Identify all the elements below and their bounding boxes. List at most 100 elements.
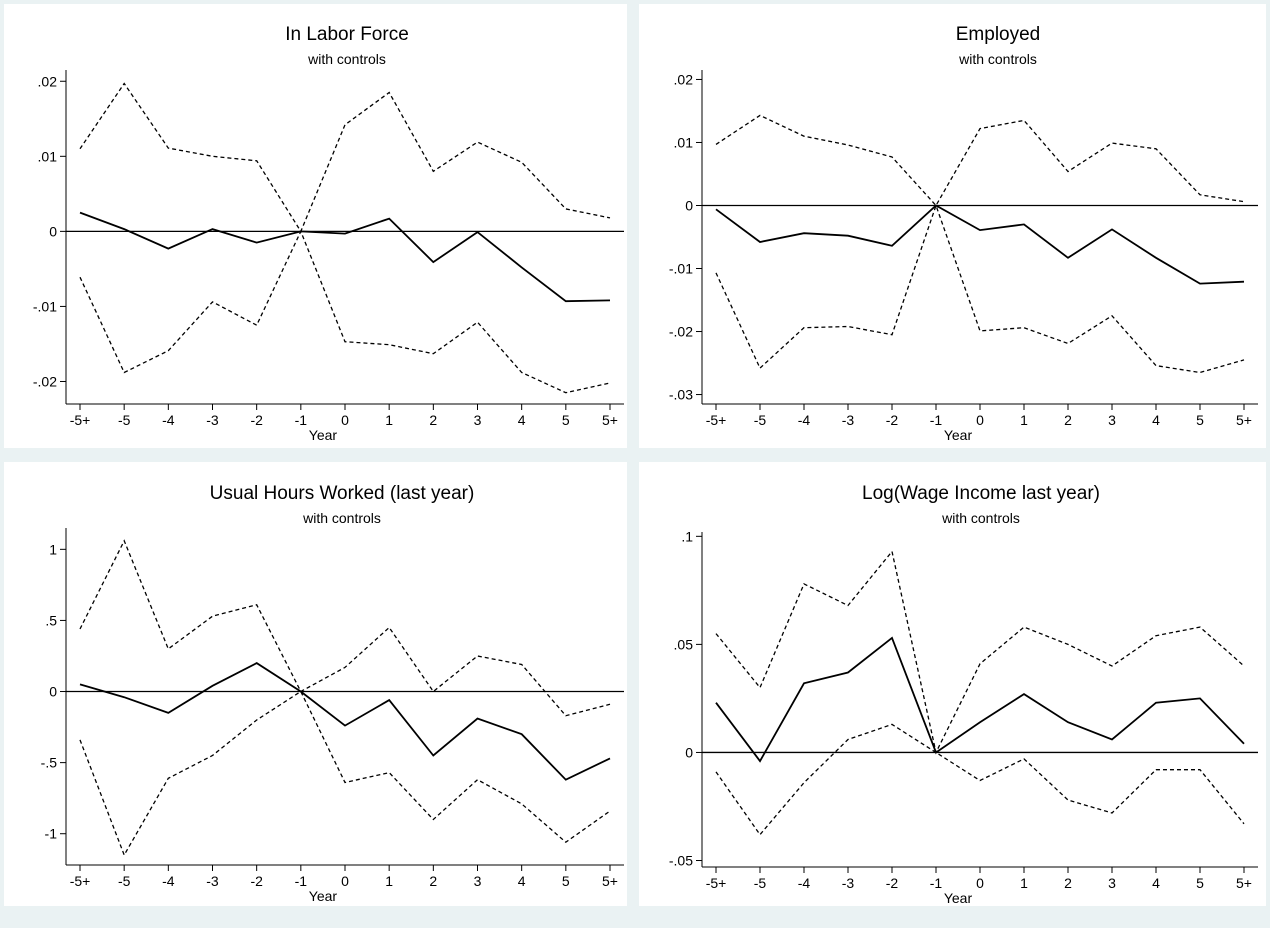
estimate-line [79, 662, 611, 781]
y-tick-label: 0 [49, 223, 57, 239]
chart-title: Log(Wage Income last year) [862, 483, 1100, 504]
chart-subtitle: with controls [307, 51, 386, 67]
chart-subtitle: with controls [302, 510, 381, 526]
x-tick-label: -1 [930, 412, 943, 428]
confidence-bound-line [715, 550, 1245, 755]
x-axis-title: Year [309, 427, 338, 443]
x-tick-label: 2 [429, 412, 437, 428]
x-tick-label: -4 [798, 412, 811, 428]
x-tick-label: 3 [474, 873, 482, 889]
x-tick-label: 1 [385, 873, 393, 889]
x-tick-label: 4 [1152, 412, 1160, 428]
y-tick-label: -.05 [669, 853, 693, 869]
x-tick-label: 4 [518, 873, 526, 889]
x-tick-label: 3 [474, 412, 482, 428]
x-tick-label: -2 [250, 412, 263, 428]
x-tick-label: -3 [206, 412, 219, 428]
x-tick-label: -2 [886, 412, 899, 428]
x-axis-title: Year [309, 888, 338, 904]
x-tick-label: -2 [886, 875, 899, 891]
x-tick-label: 2 [429, 873, 437, 889]
x-tick-label: 0 [976, 875, 984, 891]
panel-background [639, 462, 1266, 906]
x-tick-label: -5+ [706, 875, 727, 891]
x-tick-label: -4 [798, 875, 811, 891]
y-tick-label: -.02 [33, 373, 57, 389]
x-tick-label: -1 [295, 412, 308, 428]
x-tick-label: -4 [162, 412, 175, 428]
confidence-bound-line [715, 114, 1245, 207]
x-tick-label: -5+ [70, 873, 91, 889]
confidence-bound-line [79, 229, 611, 394]
chart-panel: Employed with controls -.03 -.02 -.01 0 .01 .02… [639, 4, 1266, 448]
chart-title: Employed [956, 24, 1041, 45]
x-tick-label: 1 [1020, 875, 1028, 891]
y-tick-label: 0 [685, 197, 693, 213]
y-tick-label: -.03 [669, 387, 693, 403]
x-tick-label: 5+ [602, 873, 618, 889]
y-tick-label: -.01 [33, 298, 57, 314]
estimate-line [715, 636, 1245, 763]
x-tick-label: 3 [1108, 875, 1116, 891]
estimate-line [715, 204, 1245, 285]
y-tick-label: -.02 [669, 324, 693, 340]
x-axis-title: Year [944, 427, 973, 443]
x-tick-label: 2 [1064, 875, 1072, 891]
x-tick-label: -5 [118, 873, 131, 889]
y-tick-label: .1 [681, 528, 693, 544]
x-tick-label: 5 [1196, 412, 1204, 428]
x-tick-label: 5 [1196, 875, 1204, 891]
y-tick-label: .05 [674, 636, 694, 652]
x-tick-label: 5+ [1236, 875, 1252, 891]
chart-title: In Labor Force [285, 24, 409, 45]
chart-panel: Usual Hours Worked (last year) with contr… [4, 462, 627, 906]
y-tick-label: .02 [38, 73, 58, 89]
x-tick-label: 2 [1064, 412, 1072, 428]
x-tick-label: 5 [562, 412, 570, 428]
x-tick-label: 1 [1020, 412, 1028, 428]
y-tick-label: 0 [685, 744, 693, 760]
x-tick-label: -3 [842, 875, 855, 891]
x-tick-label: -3 [206, 873, 219, 889]
x-axis-title: Year [944, 890, 973, 906]
x-tick-label: 5+ [1236, 412, 1252, 428]
chart-panel: Log(Wage Income last year) with controls -… [639, 462, 1266, 906]
x-tick-label: 3 [1108, 412, 1116, 428]
chart-panel: In Labor Force with controls -.02 -.01 0 .01.… [4, 4, 627, 448]
x-tick-label: 4 [1152, 875, 1160, 891]
x-tick-label: -5 [754, 412, 767, 428]
x-tick-label: -4 [162, 873, 175, 889]
chart-title: Usual Hours Worked (last year) [210, 483, 475, 504]
y-tick-label: .01 [674, 134, 694, 150]
x-tick-label: -5 [754, 875, 767, 891]
confidence-bound-line [715, 723, 1245, 836]
confidence-bound-line [715, 203, 1245, 374]
panel-background [4, 4, 627, 448]
confidence-bound-line [79, 82, 611, 233]
y-tick-label: -.5 [41, 755, 58, 771]
confidence-bound-line [79, 539, 611, 717]
x-tick-label: -2 [250, 873, 263, 889]
x-tick-label: 0 [976, 412, 984, 428]
x-tick-label: -3 [842, 412, 855, 428]
x-tick-label: -5+ [70, 412, 91, 428]
x-tick-label: 0 [341, 412, 349, 428]
x-tick-label: 5+ [602, 412, 618, 428]
x-tick-label: -1 [295, 873, 308, 889]
estimate-line [79, 211, 611, 303]
y-tick-label: .5 [45, 612, 57, 628]
y-tick-label: .01 [38, 148, 58, 164]
x-tick-label: 4 [518, 412, 526, 428]
y-tick-label: -1 [45, 826, 58, 842]
chart-subtitle: with controls [958, 51, 1037, 67]
x-tick-label: 1 [385, 412, 393, 428]
y-tick-label: -.01 [669, 261, 693, 277]
x-tick-label: -5 [118, 412, 131, 428]
y-tick-label: 0 [49, 684, 57, 700]
x-tick-label: 0 [341, 873, 349, 889]
panel-background [639, 4, 1266, 448]
x-tick-label: -1 [930, 875, 943, 891]
confidence-bound-line [79, 690, 611, 857]
